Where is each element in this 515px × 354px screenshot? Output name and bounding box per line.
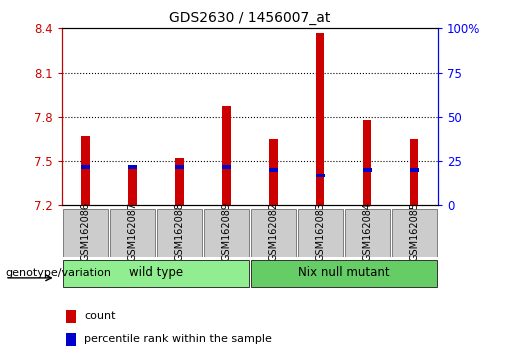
Bar <box>316 174 325 177</box>
Bar <box>63 260 249 287</box>
Bar <box>410 139 419 205</box>
Bar <box>392 209 437 257</box>
Bar <box>128 167 136 205</box>
Text: wild type: wild type <box>129 266 183 279</box>
Text: GSM162082: GSM162082 <box>268 202 278 261</box>
Text: Nix null mutant: Nix null mutant <box>298 266 389 279</box>
Bar <box>251 209 296 257</box>
Bar <box>251 260 437 287</box>
Bar <box>269 139 278 205</box>
Bar <box>110 209 155 257</box>
Bar <box>316 33 324 205</box>
Text: GSM162087: GSM162087 <box>127 202 138 261</box>
Bar <box>175 158 183 205</box>
Text: genotype/variation: genotype/variation <box>5 268 111 278</box>
Bar <box>157 209 202 257</box>
Text: GSM162083: GSM162083 <box>315 202 325 261</box>
Text: GSM162085: GSM162085 <box>409 202 419 261</box>
Text: GSM162086: GSM162086 <box>80 202 90 261</box>
Bar <box>128 165 137 169</box>
Text: GSM162084: GSM162084 <box>362 202 372 261</box>
Text: count: count <box>84 312 116 321</box>
Text: percentile rank within the sample: percentile rank within the sample <box>84 335 272 344</box>
Bar <box>345 209 390 257</box>
Bar <box>81 136 90 205</box>
Bar <box>63 209 108 257</box>
Bar <box>204 209 249 257</box>
Bar <box>269 168 278 172</box>
Bar <box>363 168 372 172</box>
Bar <box>409 168 419 172</box>
Bar <box>81 165 90 169</box>
Title: GDS2630 / 1456007_at: GDS2630 / 1456007_at <box>169 11 331 24</box>
Bar <box>222 107 231 205</box>
Bar <box>298 209 343 257</box>
Bar <box>175 165 184 169</box>
Text: GSM162088: GSM162088 <box>174 202 184 261</box>
Bar <box>221 165 231 169</box>
Bar <box>66 310 76 323</box>
Bar <box>66 333 76 346</box>
Text: GSM162089: GSM162089 <box>221 202 231 261</box>
Bar <box>363 120 371 205</box>
